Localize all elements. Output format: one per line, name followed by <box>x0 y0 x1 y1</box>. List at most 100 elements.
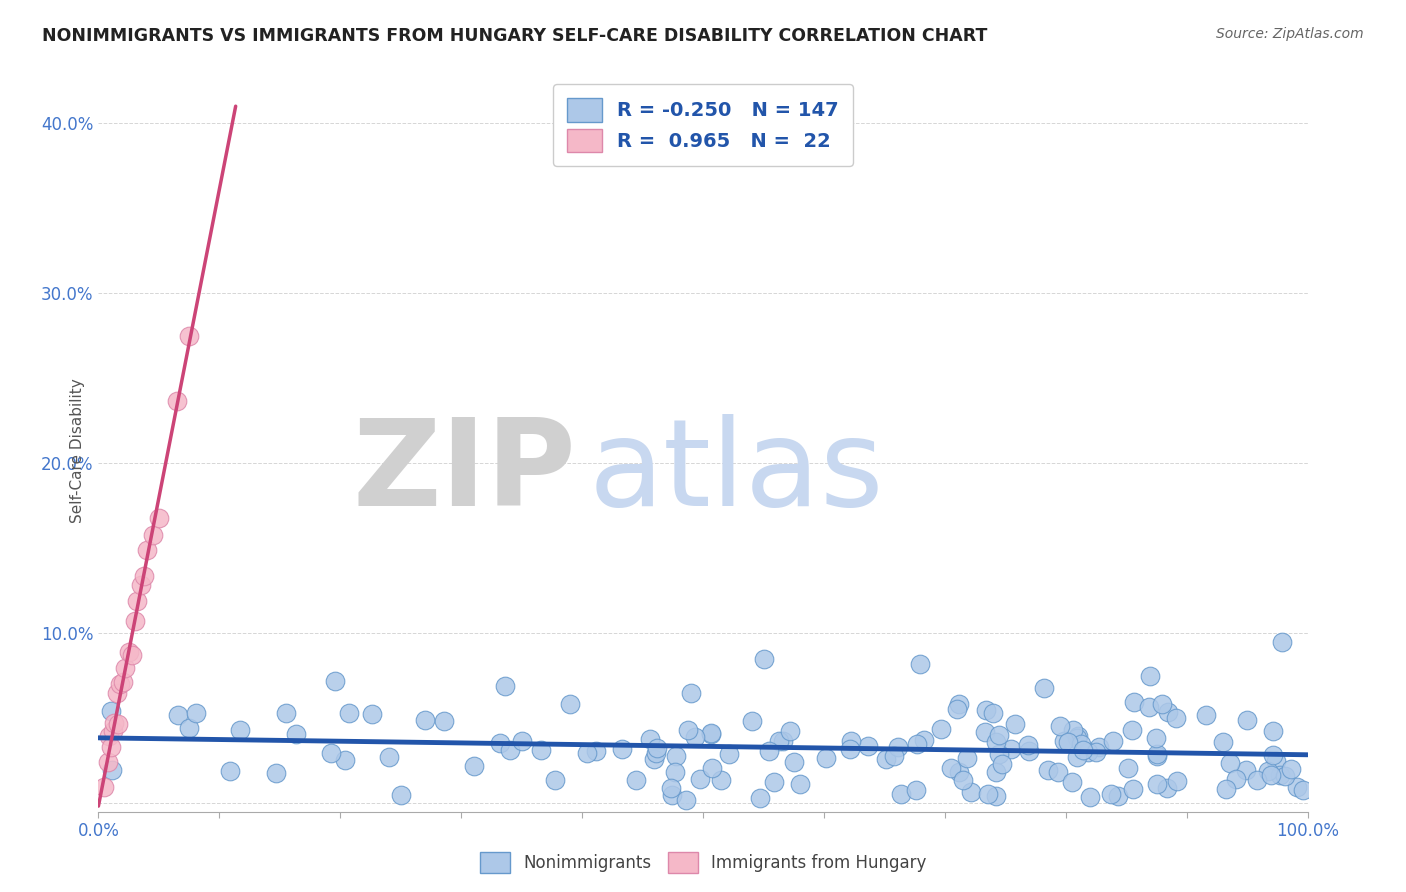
Point <box>127 593 149 607</box>
Point <box>1271 634 1294 648</box>
Point <box>1212 735 1234 749</box>
Point <box>664 764 686 779</box>
Point <box>987 728 1010 742</box>
Point <box>946 702 969 716</box>
Point <box>1261 748 1284 763</box>
Point <box>700 727 723 741</box>
Point <box>179 721 201 735</box>
Point <box>184 706 207 721</box>
Point <box>218 764 240 778</box>
Point <box>124 614 146 628</box>
Y-axis label: Self-Care Disability: Self-Care Disability <box>69 378 84 523</box>
Point <box>645 746 668 760</box>
Point <box>166 394 188 409</box>
Text: Source: ZipAtlas.com: Source: ZipAtlas.com <box>1216 27 1364 41</box>
Point <box>1018 744 1040 758</box>
Point <box>1116 761 1139 775</box>
Point <box>333 753 356 767</box>
Point <box>1078 789 1101 804</box>
Point <box>114 661 136 675</box>
Point <box>1166 773 1188 788</box>
Point <box>1195 708 1218 723</box>
Point <box>887 740 910 755</box>
Point <box>107 716 129 731</box>
Point <box>498 743 520 757</box>
Point <box>361 707 384 722</box>
Point <box>1062 723 1084 737</box>
Point <box>875 752 897 766</box>
Point <box>1236 713 1258 727</box>
Point <box>111 675 134 690</box>
Text: ZIP: ZIP <box>353 414 576 531</box>
Point <box>1102 733 1125 747</box>
Point <box>1146 747 1168 761</box>
Point <box>101 763 124 777</box>
Point <box>1164 711 1187 725</box>
Point <box>148 511 170 525</box>
Point <box>274 706 297 720</box>
Point <box>952 772 974 787</box>
Point <box>1146 777 1168 791</box>
Point <box>754 651 776 665</box>
Point <box>93 780 115 794</box>
Point <box>986 735 1008 749</box>
Point <box>108 676 131 690</box>
Point <box>973 725 995 739</box>
Point <box>610 742 633 756</box>
Point <box>1234 763 1257 777</box>
Point <box>814 750 837 764</box>
Point <box>229 723 252 738</box>
Point <box>710 772 733 787</box>
Point <box>789 777 811 791</box>
Point <box>1139 699 1161 714</box>
Point <box>413 714 436 728</box>
Point <box>167 708 190 723</box>
Point <box>1150 698 1173 712</box>
Point <box>103 715 125 730</box>
Point <box>675 793 697 807</box>
Point <box>558 697 581 711</box>
Point <box>494 679 516 693</box>
Point <box>389 788 412 802</box>
Point <box>1032 681 1054 695</box>
Point <box>1257 764 1279 778</box>
Point <box>1219 756 1241 771</box>
Point <box>988 747 1011 761</box>
Point <box>134 569 156 583</box>
Point <box>991 756 1014 771</box>
Point <box>1121 723 1143 737</box>
Point <box>1292 783 1315 797</box>
Point <box>325 673 347 688</box>
Point <box>1088 739 1111 754</box>
Point <box>1066 731 1088 746</box>
Point <box>643 752 665 766</box>
Point <box>638 731 661 746</box>
Point <box>700 761 723 775</box>
Point <box>530 743 553 757</box>
Point <box>841 734 863 748</box>
Point <box>1274 769 1296 783</box>
Point <box>1107 789 1129 804</box>
Point <box>1261 724 1284 739</box>
Point <box>510 733 533 747</box>
Point <box>101 724 124 739</box>
Point <box>1215 781 1237 796</box>
Point <box>941 761 963 775</box>
Point <box>1004 717 1026 731</box>
Point <box>948 697 970 711</box>
Point <box>1156 780 1178 795</box>
Point <box>1285 780 1308 794</box>
Point <box>1085 745 1108 759</box>
Point <box>321 746 343 760</box>
Point <box>1067 729 1090 743</box>
Point <box>179 328 201 343</box>
Point <box>741 714 763 728</box>
Text: atlas: atlas <box>588 414 884 531</box>
Point <box>135 542 157 557</box>
Point <box>981 706 1004 721</box>
Point <box>1144 731 1167 746</box>
Point <box>576 747 599 761</box>
Point <box>905 783 928 797</box>
Point <box>1246 773 1268 788</box>
Point <box>1066 750 1088 764</box>
